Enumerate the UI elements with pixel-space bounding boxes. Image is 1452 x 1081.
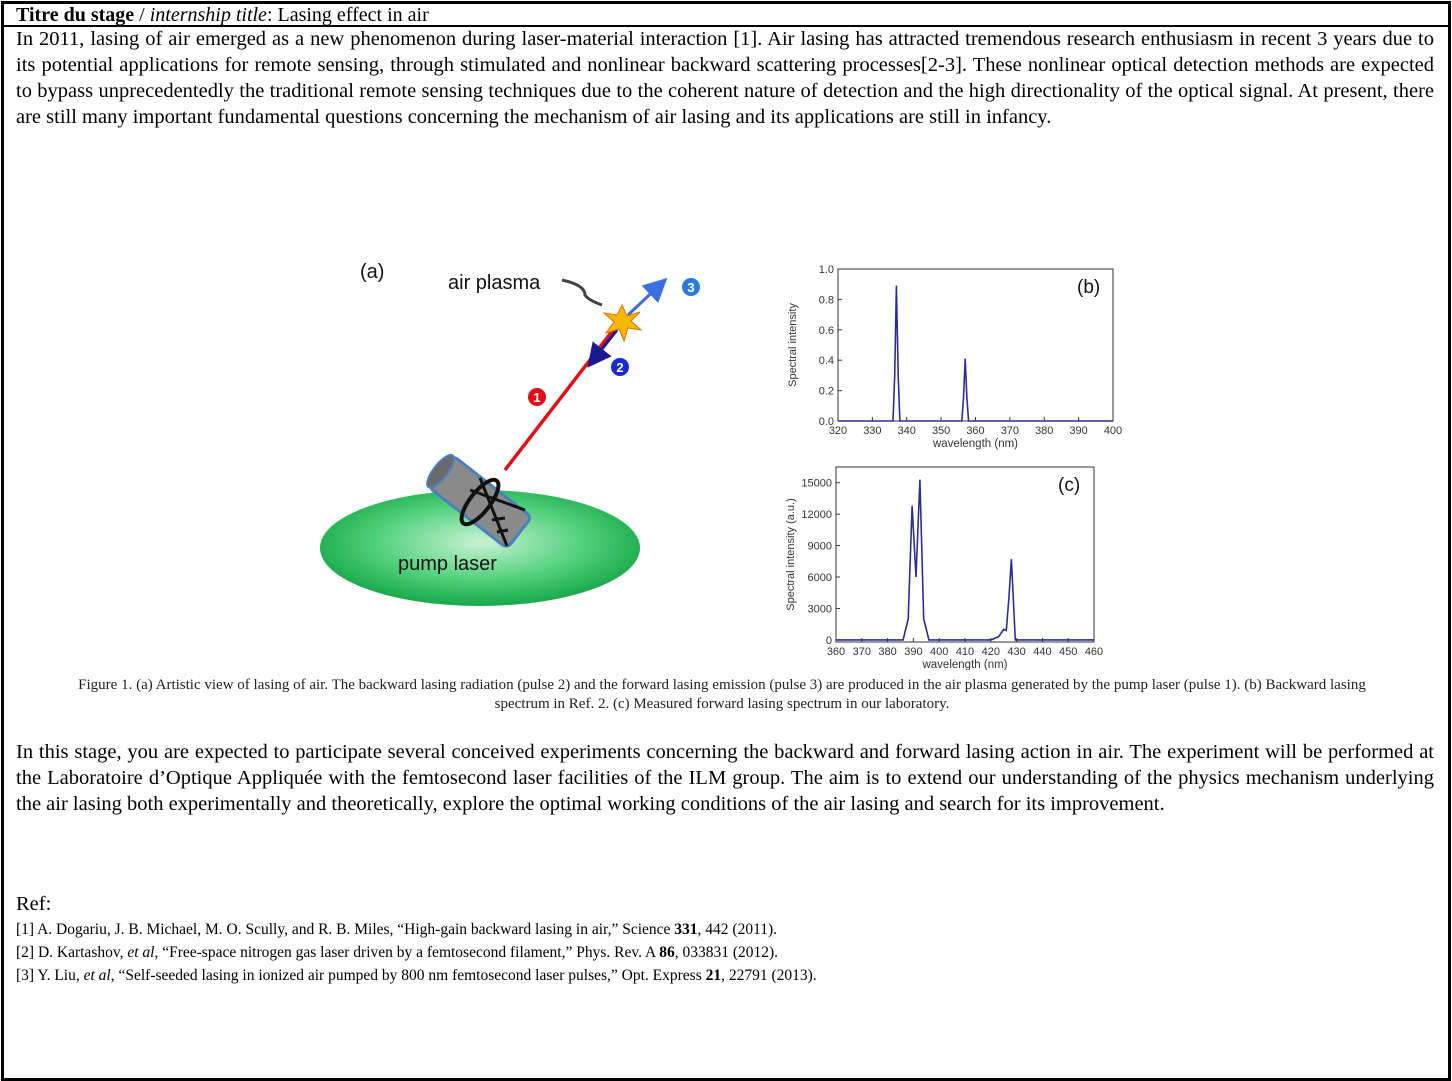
y-tick-label: 0.0: [819, 416, 834, 428]
x-tick-label: 440: [1033, 646, 1051, 658]
intro: In 2011, lasing of air emerged as a new …: [16, 28, 1434, 128]
ref-text: , 033831 (2012).: [674, 944, 779, 961]
ground: [320, 490, 640, 606]
ref-etal: et al: [83, 967, 111, 984]
y-tick-label: 0.8: [819, 294, 834, 306]
y-tick-label: 0: [826, 635, 832, 647]
pulse-marker: [682, 278, 700, 296]
ref-volume: 86: [659, 944, 675, 961]
reference: [2] D. Kartashov, et al, “Free-space nit…: [16, 943, 778, 963]
x-tick-label: 360: [966, 425, 984, 437]
x-tick-label: 370: [853, 646, 871, 658]
pulse-marker: [611, 358, 629, 376]
x-tick-label: 380: [1035, 425, 1053, 437]
ref-volume: 21: [705, 967, 722, 984]
title-bar: Titre du stage / internship title: Lasin…: [4, 4, 1448, 27]
x-tick-label: 400: [930, 646, 948, 658]
pulse-number: 2: [616, 360, 623, 375]
x-tick-label: 350: [932, 425, 950, 437]
y-tick-label: 0.4: [819, 355, 834, 367]
plot-frame: [835, 466, 1095, 643]
y-tick-label: 12000: [801, 509, 832, 521]
ref-text: [1] A. Dogariu, J. B. Michael, M. O. Scu…: [16, 921, 675, 938]
x-tick-label: 450: [1059, 646, 1077, 658]
ref-text: , 22791 (2013).: [721, 967, 817, 984]
x-tick-label: 370: [1001, 425, 1019, 437]
y-tick-label: 1.0: [819, 264, 834, 276]
x-tick-label: 380: [878, 646, 896, 658]
panel-a: (a) air plasma pump laser 1 2 3: [320, 261, 700, 606]
x-tick-label: 340: [898, 425, 916, 437]
spectrum-line: [838, 285, 1113, 422]
panel-label: (a): [360, 261, 384, 283]
plasma-label: air plasma: [448, 272, 541, 294]
x-tick-label: 330: [863, 425, 881, 437]
pulse-number: 1: [533, 390, 540, 405]
title-label: Titre du stage: [16, 4, 135, 26]
y-tick-label: 9000: [808, 541, 832, 553]
x-tick-label: 390: [1069, 425, 1087, 437]
y-tick-label: 6000: [808, 572, 832, 584]
x-tick-label: 320: [829, 425, 847, 437]
y-axis-label: Spectral intensity (a.u.): [785, 498, 797, 611]
reference: [1] A. Dogariu, J. B. Michael, M. O. Scu…: [16, 920, 777, 940]
ref-text: , 442 (2011).: [697, 921, 778, 938]
pulse-number: 3: [687, 280, 694, 295]
laser-body: [426, 453, 531, 548]
y-tick-label: 0.6: [819, 325, 834, 337]
ref-etal: et al: [127, 944, 155, 961]
plasma-pointer: [561, 278, 603, 307]
ref-text: [2] D. Kartashov,: [16, 944, 128, 961]
y-tick-label: 0.2: [819, 386, 834, 398]
plasma-star: [602, 303, 643, 343]
separator: /: [139, 4, 145, 26]
x-tick-label: 360: [827, 646, 845, 658]
reference: [3] Y. Liu, et al, “Self-seeded lasing i…: [16, 966, 817, 986]
title: : Lasing effect in air: [266, 4, 429, 26]
pump-beam: [503, 323, 619, 472]
figure: (a) air plasma pump laser 1 2 3 320 330 34…: [320, 261, 1122, 670]
ref-text: , “Self-seeded lasing in ionized air pum…: [110, 967, 706, 984]
ref-text: , “Free-space nitrogen gas laser driven …: [154, 944, 660, 961]
pump-label: pump laser: [398, 553, 497, 575]
references-heading: Ref:: [16, 893, 52, 915]
pulse-marker: [528, 388, 546, 406]
spectrum-line: [836, 479, 1094, 641]
y-axis-label: Spectral intensity: [787, 303, 799, 387]
y-tick-label: 3000: [808, 603, 832, 615]
y-tick-label: 15000: [801, 478, 832, 490]
x-tick-label: 420: [982, 646, 1000, 658]
panel-label: (c): [1058, 475, 1080, 496]
x-tick-label: 390: [904, 646, 922, 658]
x-tick-label: 460: [1085, 646, 1103, 658]
forward-beam: [626, 277, 668, 317]
panel-label: (b): [1077, 277, 1100, 298]
figure-caption: Figure 1. (a) Artistic view of lasing of…: [78, 677, 1366, 712]
x-axis-label: wavelength (nm): [921, 659, 1007, 670]
backward-beam: [587, 329, 619, 368]
laser-stand: [469, 477, 526, 547]
title-label-en: internship title: [149, 4, 267, 26]
x-axis-label: wavelength (nm): [932, 438, 1018, 450]
body-paragraph: In this stage, you are expected to parti…: [16, 741, 1434, 815]
x-tick-label: 430: [1007, 646, 1025, 658]
x-tick-label: 410: [956, 646, 974, 658]
ref-text: [3] Y. Liu,: [16, 967, 84, 984]
ref-volume: 331: [674, 921, 698, 938]
plot-frame: [837, 268, 1114, 422]
x-tick-label: 400: [1104, 425, 1122, 437]
